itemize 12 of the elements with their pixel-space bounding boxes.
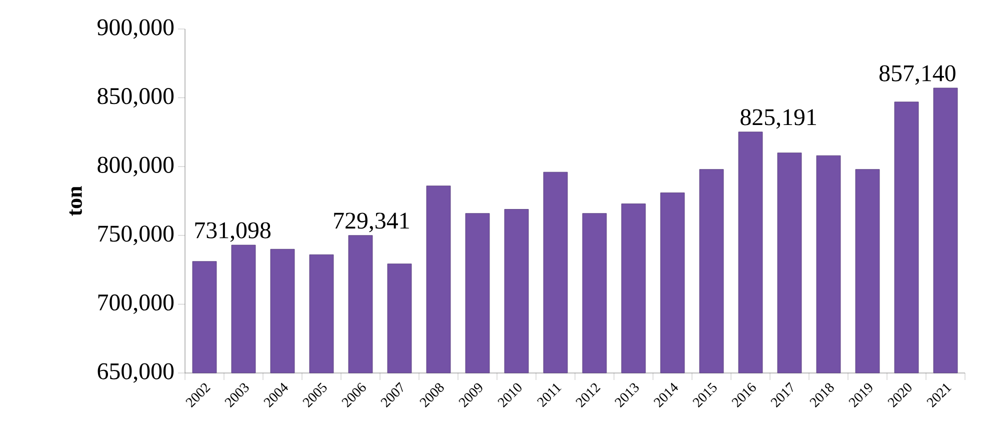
data-label: 729,341 [334, 212, 409, 232]
data-label: 731,098 [195, 222, 270, 242]
data-label: 857,140 [880, 65, 956, 85]
y-tick-label: 850,000 [98, 88, 174, 108]
x-tick-label: 2011 [537, 384, 562, 408]
y-tick-label: 800,000 [98, 156, 174, 176]
y-tick-label: 650,000 [98, 363, 174, 383]
y-axis-title: ton [69, 186, 82, 216]
y-tick-label: 700,000 [98, 294, 174, 314]
data-label: 825,191 [740, 109, 816, 129]
y-tick-label: 750,000 [98, 226, 174, 246]
y-tick-label: 900,000 [98, 19, 174, 39]
